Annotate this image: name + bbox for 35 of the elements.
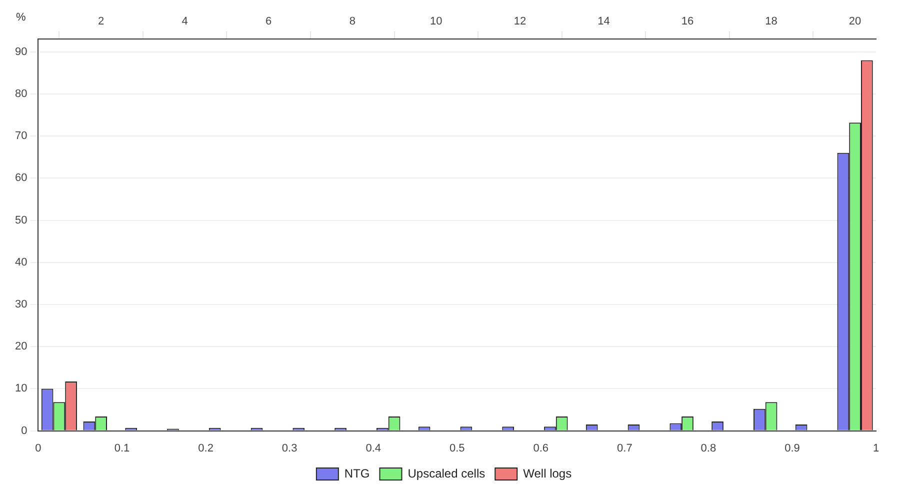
y-tick-label: 80 (14, 88, 28, 100)
x-tick-label: 0.3 (282, 442, 298, 454)
x2-tick-label: 10 (430, 16, 442, 28)
y-tick-label: 70 (14, 130, 28, 142)
y-tick-label: 0 (21, 424, 28, 437)
x-tick-label: 0.9 (784, 442, 800, 454)
x2-tick-label: 6 (266, 16, 272, 28)
legend-label: Upscaled cells (408, 466, 486, 480)
y-tick-label: 30 (14, 298, 28, 311)
x-tick-label: 0.7 (617, 442, 632, 454)
y-tick-label: 60 (14, 172, 28, 184)
x2-tick-label: 4 (182, 16, 188, 28)
y-tick-label: 10 (14, 382, 28, 395)
x2-tick-label: 14 (598, 16, 610, 28)
x-tick-label: 0 (35, 442, 42, 454)
legend-label: NTG (344, 466, 370, 480)
x-tick-label: 0.8 (700, 442, 716, 454)
x-tick-label: 0.6 (533, 442, 549, 454)
x-tick-label: 0.5 (449, 442, 465, 454)
y-tick-label: 50 (14, 214, 28, 226)
y-tick-label: 20 (14, 340, 28, 353)
x-tick-label: 0.2 (198, 442, 214, 454)
y-tick-label: 40 (14, 256, 28, 268)
x2-tick-label: 8 (349, 16, 356, 28)
x-tick-label: 0.4 (366, 442, 381, 454)
y-tick-label: 90 (14, 46, 28, 58)
x2-tick-label: 18 (765, 16, 778, 28)
x-tick-label: 1 (872, 442, 880, 454)
y-axis-title: % (16, 12, 26, 24)
x2-tick-label: 2 (98, 16, 104, 28)
x-tick-label: 0.1 (114, 442, 130, 454)
x2-tick-label: 12 (514, 16, 526, 28)
x2-tick-label: 20 (848, 16, 862, 28)
x2-tick-label: 16 (681, 16, 694, 28)
legend-label: Well logs (523, 466, 572, 480)
